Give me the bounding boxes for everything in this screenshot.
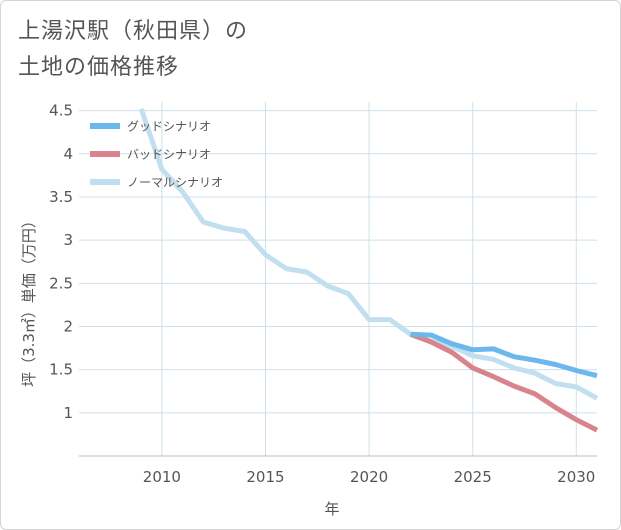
legend-label: バッドシナリオ: [127, 148, 211, 162]
y-tick-labels: 1 1.5 2 2.5 3 3.5 4 4.5: [49, 102, 73, 422]
y-axis-title: 坪（3.3㎡）単価（万円）: [20, 213, 38, 387]
y-tick-label: 2: [63, 317, 73, 335]
x-axis-title: 年: [324, 500, 339, 518]
series-line-2: [138, 108, 599, 401]
x-tick-label: 2025: [454, 468, 492, 486]
x-tick-label: 2010: [143, 468, 181, 486]
y-tick-label: 4.5: [49, 102, 73, 120]
y-tick-label: 4: [63, 145, 73, 163]
legend-label: ノーマルシナリオ: [127, 176, 223, 190]
x-tick-label: 2015: [246, 468, 284, 486]
y-tick-label: 1.5: [49, 361, 73, 379]
x-tick-labels: 2010 2015 2020 2025 2030: [143, 468, 596, 486]
series-line-1: [409, 331, 599, 433]
y-tick-label: 2.5: [49, 274, 73, 292]
y-tick-label: 1: [63, 404, 73, 422]
chart-title: 上湯沢駅（秋田県）の 土地の価格推移: [18, 14, 248, 86]
y-tick-label: 3: [63, 231, 73, 249]
chart-title-line1: 上湯沢駅（秋田県）の: [18, 19, 249, 44]
grid-lines: [79, 102, 597, 456]
series-layer: [138, 108, 599, 433]
plot-area: [79, 102, 597, 456]
x-tick-label: 2030: [557, 468, 595, 486]
x-tick-label: 2020: [350, 468, 388, 486]
legend-label: グッドシナリオ: [127, 120, 211, 134]
y-tick-label: 3.5: [49, 188, 73, 206]
chart-title-line2: 土地の価格推移: [18, 55, 180, 80]
series-line-0: [410, 331, 598, 379]
